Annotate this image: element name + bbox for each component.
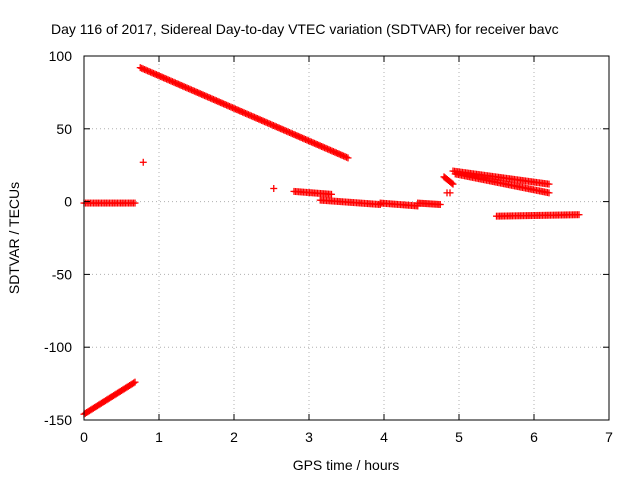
x-tick-labels: 0 1 2 3 4 5 6 7 bbox=[80, 429, 613, 445]
y-tick-label: 0 bbox=[64, 194, 72, 210]
data-marker-seg-10 bbox=[575, 211, 583, 219]
plot-frame bbox=[83, 55, 610, 421]
x-tick-label: 0 bbox=[80, 429, 88, 445]
grid-lines bbox=[84, 56, 609, 420]
y-tick-label: 100 bbox=[49, 48, 73, 64]
x-tick-label: 1 bbox=[155, 429, 163, 445]
x-tick-label: 7 bbox=[605, 429, 613, 445]
x-tick-label: 3 bbox=[305, 429, 313, 445]
chart-title: Day 116 of 2017, Sidereal Day-to-day VTE… bbox=[51, 21, 559, 37]
data-markers bbox=[80, 64, 583, 418]
x-axis-label: GPS time / hours bbox=[293, 457, 400, 473]
data-marker-seg-8 bbox=[545, 180, 553, 188]
data-point-0 bbox=[139, 158, 147, 166]
data-marker-seg-9 bbox=[545, 189, 553, 197]
y-tick-labels: -150 -100 -50 0 50 100 bbox=[44, 48, 72, 428]
y-tick-label: 50 bbox=[56, 121, 72, 137]
y-axis-label: SDTVAR / TECUs bbox=[6, 182, 22, 294]
data-marker-seg-1 bbox=[131, 199, 139, 207]
y-tick-label: -50 bbox=[52, 266, 72, 282]
data-point-1 bbox=[270, 184, 278, 192]
x-tick-label: 4 bbox=[380, 429, 388, 445]
y-tick-label: -150 bbox=[44, 412, 72, 428]
data-marker-seg-7 bbox=[448, 179, 456, 187]
x-tick-label: 5 bbox=[455, 429, 463, 445]
data-marker-seg-6 bbox=[436, 201, 444, 209]
y-tick-label: -100 bbox=[44, 339, 72, 355]
axis-ticks bbox=[83, 55, 610, 421]
data-marker-seg-3 bbox=[328, 190, 335, 198]
data-marker-seg-0 bbox=[131, 378, 139, 386]
x-tick-label: 2 bbox=[230, 429, 238, 445]
data-marker-seg-7 bbox=[449, 180, 457, 188]
x-tick-label: 6 bbox=[530, 429, 538, 445]
data-point-3 bbox=[446, 189, 454, 197]
data-marker-seg-0 bbox=[130, 379, 138, 387]
data-marker-seg-2 bbox=[344, 154, 352, 162]
